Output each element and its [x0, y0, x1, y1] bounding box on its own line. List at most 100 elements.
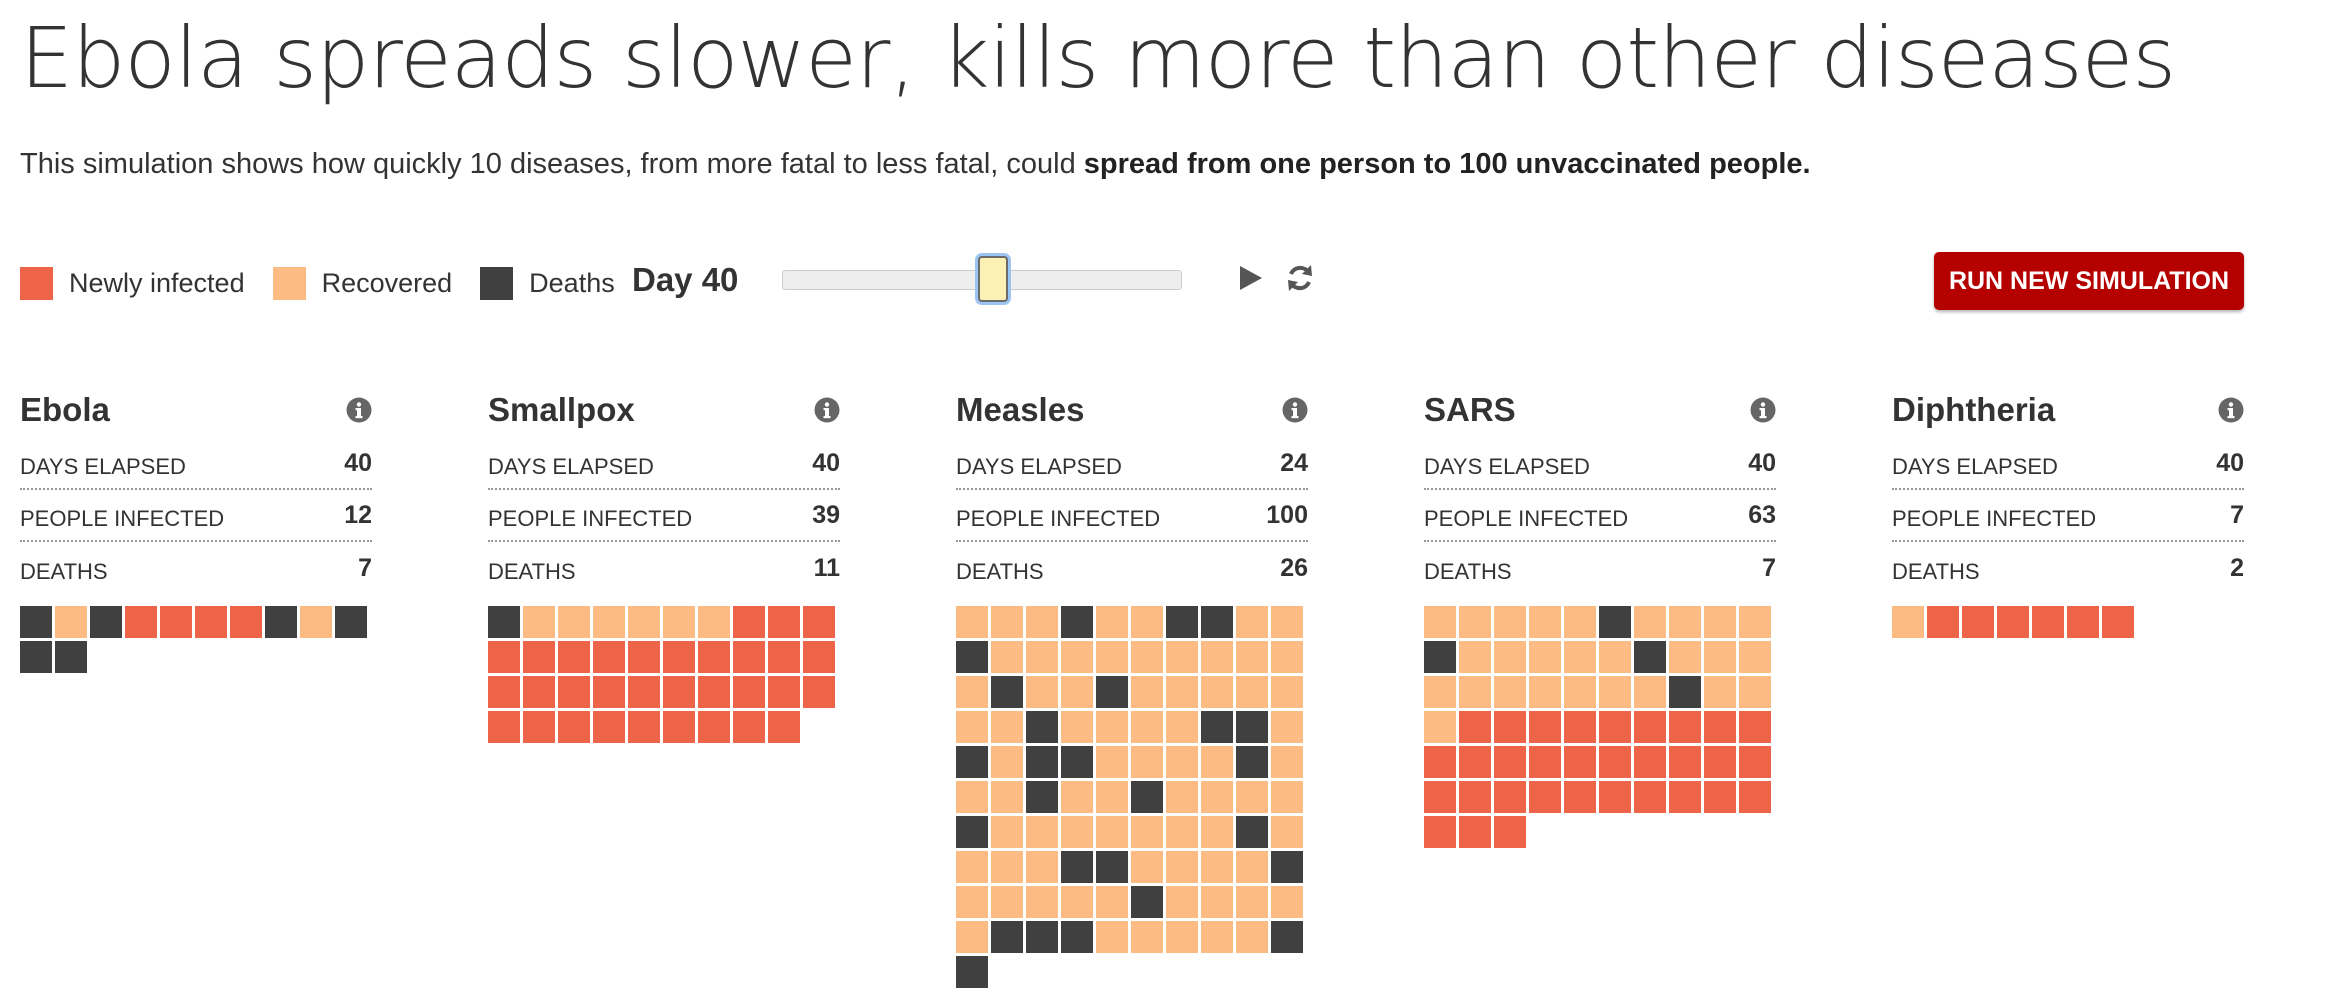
person-cell-recovered [1529, 641, 1561, 673]
stat-label: DAYS ELAPSED [1892, 454, 2058, 479]
person-cell-newly-infected [1704, 711, 1736, 743]
stat-row-people-infected: PEOPLE INFECTED 7 [1892, 490, 2244, 542]
person-cell-recovered [1026, 816, 1058, 848]
person-cell-recovered [1704, 606, 1736, 638]
person-cell-recovered [1061, 676, 1093, 708]
stat-value-deaths: 7 [358, 553, 372, 582]
info-icon[interactable] [1282, 397, 1308, 423]
day-slider-handle[interactable] [978, 256, 1008, 302]
person-cell-recovered [1166, 921, 1198, 953]
person-cell-recovered [1131, 921, 1163, 953]
reset-button[interactable] [1284, 262, 1316, 294]
person-cell-death [1026, 921, 1058, 953]
person-cell-recovered [1166, 781, 1198, 813]
person-cell-death [1271, 921, 1303, 953]
info-icon[interactable] [346, 397, 372, 423]
info-icon[interactable] [1750, 397, 1776, 423]
person-cell-recovered [1201, 851, 1233, 883]
stat-row-days-elapsed: DAYS ELAPSED 40 [1892, 438, 2244, 490]
person-cell-death [991, 676, 1023, 708]
person-cell-recovered [1166, 746, 1198, 778]
info-icon[interactable] [814, 397, 840, 423]
person-cell-newly-infected [523, 676, 555, 708]
person-cell-recovered [1669, 606, 1701, 638]
person-grid [956, 606, 1308, 988]
person-cell-recovered [1026, 676, 1058, 708]
person-cell-newly-infected [768, 606, 800, 638]
person-cell-newly-infected [663, 711, 695, 743]
person-cell-newly-infected [803, 606, 835, 638]
person-cell-recovered [1564, 641, 1596, 673]
person-cell-newly-infected [1529, 781, 1561, 813]
person-cell-recovered [991, 711, 1023, 743]
person-cell-newly-infected [1669, 711, 1701, 743]
person-cell-newly-infected [1634, 711, 1666, 743]
person-cell-death [1026, 781, 1058, 813]
stat-row-days-elapsed: DAYS ELAPSED 40 [20, 438, 372, 490]
play-button[interactable] [1238, 264, 1264, 292]
person-cell-newly-infected [230, 606, 262, 638]
person-cell-recovered [698, 606, 730, 638]
person-cell-recovered [1131, 711, 1163, 743]
run-new-simulation-button[interactable]: RUN NEW SIMULATION [1934, 252, 2244, 310]
stat-label: DAYS ELAPSED [1424, 454, 1590, 479]
info-icon[interactable] [2218, 397, 2244, 423]
disease-name: SARS [1424, 391, 1516, 428]
person-cell-newly-infected [2032, 606, 2064, 638]
person-cell-recovered [1271, 816, 1303, 848]
person-cell-recovered [1131, 641, 1163, 673]
stat-value-people-infected: 100 [1266, 500, 1308, 529]
person-cell-recovered [1271, 886, 1303, 918]
person-cell-recovered [1131, 746, 1163, 778]
stat-label: PEOPLE INFECTED [956, 506, 1161, 531]
person-cell-recovered [991, 781, 1023, 813]
person-cell-death [335, 606, 367, 638]
subtitle-emphasis: spread from one person to 100 unvaccinat… [1083, 148, 1811, 180]
stat-row-deaths: DEATHS 26 [956, 542, 1308, 594]
person-cell-recovered [1201, 746, 1233, 778]
person-cell-recovered [1739, 641, 1771, 673]
person-cell-newly-infected [1529, 711, 1561, 743]
person-cell-newly-infected [1599, 746, 1631, 778]
person-cell-death [991, 921, 1023, 953]
person-cell-newly-infected [1494, 711, 1526, 743]
person-cell-death [1061, 851, 1093, 883]
person-cell-recovered [1236, 781, 1268, 813]
person-cell-newly-infected [1494, 781, 1526, 813]
person-cell-death [956, 746, 988, 778]
stat-row-days-elapsed: DAYS ELAPSED 24 [956, 438, 1308, 490]
stat-row-people-infected: PEOPLE INFECTED 63 [1424, 490, 1776, 542]
person-cell-death [1026, 746, 1058, 778]
person-cell-recovered [1201, 886, 1233, 918]
person-cell-newly-infected [1962, 606, 1994, 638]
stat-row-days-elapsed: DAYS ELAPSED 40 [488, 438, 840, 490]
stat-label: PEOPLE INFECTED [1424, 506, 1629, 531]
person-cell-recovered [956, 606, 988, 638]
person-cell-recovered [1236, 606, 1268, 638]
person-cell-newly-infected [698, 676, 730, 708]
subtitle: This simulation shows how quickly 10 dis… [20, 148, 1811, 181]
person-cell-recovered [1201, 641, 1233, 673]
person-cell-recovered [1459, 606, 1491, 638]
person-cell-death [488, 606, 520, 638]
person-cell-death [265, 606, 297, 638]
person-cell-death [956, 641, 988, 673]
person-cell-newly-infected [593, 676, 625, 708]
person-cell-recovered [991, 886, 1023, 918]
person-cell-newly-infected [803, 676, 835, 708]
person-cell-death [956, 956, 988, 988]
person-cell-newly-infected [1459, 781, 1491, 813]
person-cell-recovered [1236, 641, 1268, 673]
person-cell-death [1061, 606, 1093, 638]
person-cell-recovered [1424, 676, 1456, 708]
person-cell-newly-infected [1599, 711, 1631, 743]
person-cell-newly-infected [1599, 781, 1631, 813]
stat-value-days-elapsed: 40 [812, 448, 840, 477]
person-cell-newly-infected [1704, 746, 1736, 778]
person-cell-newly-infected [488, 676, 520, 708]
person-cell-newly-infected [593, 711, 625, 743]
disease-name: Smallpox [488, 391, 635, 428]
person-cell-recovered [1271, 606, 1303, 638]
disease-panel-measles: Measles DAYS ELAPSED 24 PEOPLE INFECTED 100 D… [956, 388, 1308, 988]
person-cell-recovered [1096, 711, 1128, 743]
